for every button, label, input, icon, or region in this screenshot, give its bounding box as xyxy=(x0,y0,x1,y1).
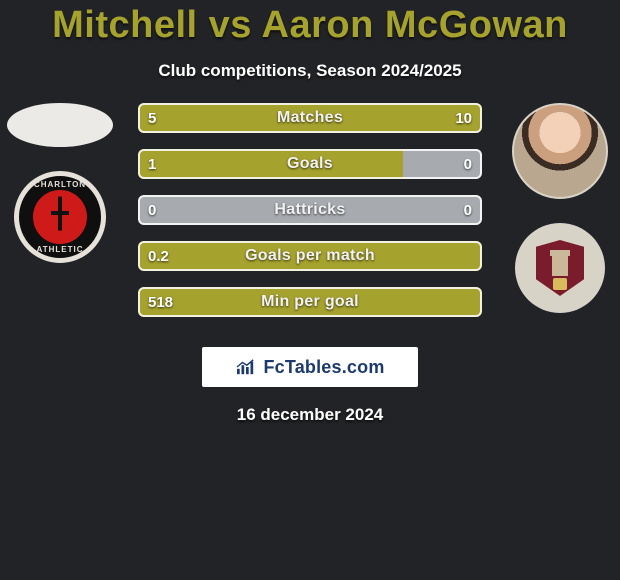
brand-badge: FcTables.com xyxy=(202,347,418,387)
stat-value-left: 1 xyxy=(148,149,156,179)
page-title: Mitchell vs Aaron McGowan xyxy=(0,0,620,47)
stat-row: Hattricks0 0 xyxy=(138,195,482,225)
player-left-column: CHARLTON ATHLETIC xyxy=(0,103,120,263)
stats-bars: Matches510Goals10Hattricks00Goals per ma… xyxy=(138,103,482,317)
stat-row: Matches5 10 xyxy=(138,103,482,133)
player-right-column xyxy=(500,103,620,313)
stat-label: Goals xyxy=(138,149,482,179)
date-text: 16 december 2024 xyxy=(0,405,620,425)
player-left-avatar xyxy=(7,103,113,147)
stat-value-right: 0 xyxy=(464,195,472,225)
stat-value-left: 0.2 xyxy=(148,241,169,271)
club-right-badge xyxy=(515,223,605,313)
comparison-area: CHARLTON ATHLETIC Matches510Goals10Hattr… xyxy=(0,103,620,329)
stat-value-left: 5 xyxy=(148,103,156,133)
stat-label: Matches xyxy=(138,103,482,133)
club-left-badge: CHARLTON ATHLETIC xyxy=(14,171,106,263)
stat-value-left: 518 xyxy=(148,287,173,317)
stat-label: Goals per match xyxy=(138,241,482,271)
stat-row: Min per goal518 xyxy=(138,287,482,317)
stat-value-right: 0 xyxy=(464,149,472,179)
stat-value-left: 0 xyxy=(148,195,156,225)
brand-text: FcTables.com xyxy=(263,357,384,378)
stat-label: Min per goal xyxy=(138,287,482,317)
subtitle: Club competitions, Season 2024/2025 xyxy=(0,61,620,81)
stat-row: Goals per match0.2 xyxy=(138,241,482,271)
stat-row: Goals1 0 xyxy=(138,149,482,179)
stat-label: Hattricks xyxy=(138,195,482,225)
player-right-avatar xyxy=(512,103,608,199)
chart-icon xyxy=(235,358,257,376)
stat-value-right: 10 xyxy=(455,103,472,133)
